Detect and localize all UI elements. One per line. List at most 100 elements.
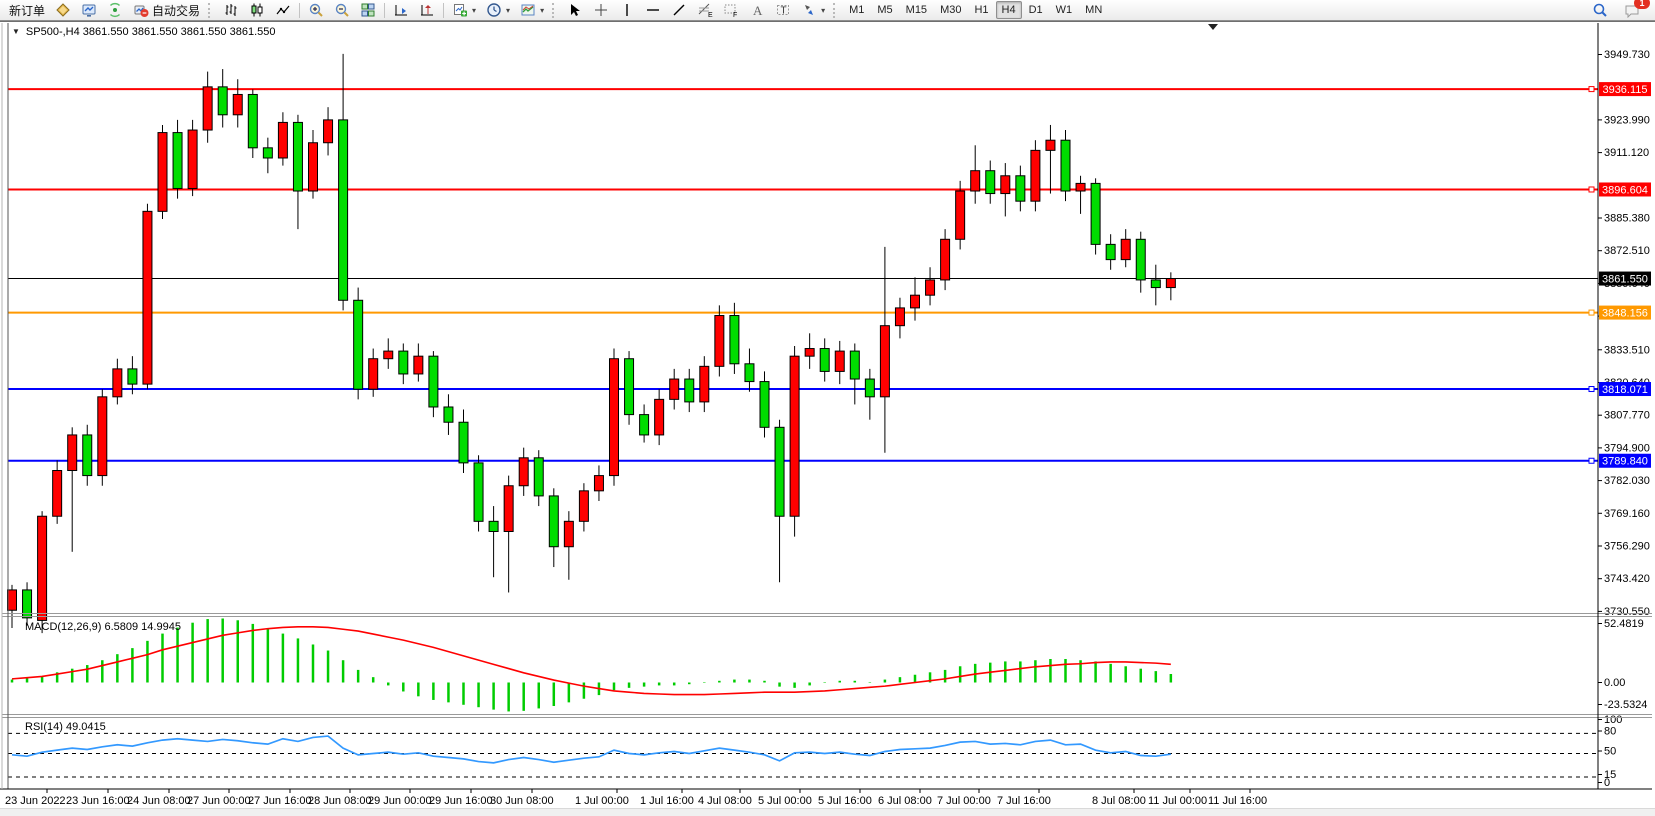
candle	[985, 170, 996, 195]
candle	[879, 325, 890, 398]
candle	[383, 350, 394, 360]
search-button[interactable]	[1587, 0, 1613, 20]
candle	[774, 426, 785, 517]
clock-icon	[487, 3, 501, 17]
main-toolbar: 新订单 自动交易	[0, 0, 1655, 21]
candle	[67, 434, 78, 472]
text-button[interactable]: A	[744, 0, 770, 20]
fibonacci-icon: E	[698, 3, 713, 18]
diamond-icon	[56, 3, 70, 17]
cursor-button[interactable]	[562, 0, 588, 20]
time-axis-label: 1 Jul 00:00	[575, 795, 629, 807]
terminal-icon	[82, 4, 96, 17]
candle	[849, 350, 860, 380]
zoom-out-button[interactable]	[329, 0, 355, 20]
timeframe-button-d1[interactable]: D1	[1028, 4, 1043, 16]
candle	[292, 121, 303, 192]
price-badge	[1599, 305, 1651, 320]
line-chart-mode-button[interactable]	[270, 0, 296, 20]
price-badge	[1599, 271, 1651, 286]
timeframe-button-w1[interactable]: W1	[1055, 4, 1073, 16]
svg-text:-23.5324: -23.5324	[1604, 699, 1647, 711]
candle	[1000, 175, 1011, 195]
price-chart[interactable]: 3949.730 3923.990 3911.120 3885.380 3872.510…	[0, 22, 1655, 809]
time-axis-label: 7 Jul 00:00	[937, 795, 991, 807]
candle	[955, 190, 966, 240]
candle	[518, 457, 529, 487]
candle	[563, 520, 574, 548]
svg-text:3872.510: 3872.510	[1604, 245, 1650, 257]
candle	[368, 358, 379, 390]
svg-text:3818.071: 3818.071	[1602, 384, 1648, 396]
toolbar-separator	[443, 2, 445, 18]
arrows-button[interactable]: ▾	[796, 0, 830, 20]
shapes-button[interactable]: F	[718, 0, 744, 20]
price-badge	[1599, 82, 1651, 97]
periods-button[interactable]: ▾	[481, 0, 515, 20]
timeframe-button-h1[interactable]: H1	[974, 4, 989, 16]
text-label-button[interactable]: T	[770, 0, 796, 20]
chart-shift-button[interactable]	[414, 0, 440, 20]
candle	[82, 434, 93, 477]
price-badges: 3936.115 3896.604 3861.550 3848.156 3818.071…	[1588, 82, 1651, 468]
market-watch-button[interactable]	[76, 0, 102, 20]
search-icon	[1593, 3, 1607, 17]
arrows-icon	[805, 5, 814, 15]
collapse-triangle-icon[interactable]: ▼	[12, 27, 20, 36]
time-axis-label: 23 Jun 16:00	[66, 795, 130, 807]
tile-windows-button[interactable]	[355, 0, 381, 20]
templates-button[interactable]: ▾	[515, 0, 549, 20]
macd-signal-line	[11, 626, 1171, 696]
signals-button[interactable]	[102, 0, 128, 20]
candlestick-icon	[251, 3, 263, 17]
candle	[232, 93, 243, 116]
time-axis-label: 29 Jun 00:00	[368, 795, 432, 807]
timeframe-button-m15[interactable]: M15	[905, 4, 928, 16]
chart-shift-marker-icon	[1208, 24, 1218, 30]
bar-chart-mode-button[interactable]	[218, 0, 244, 20]
candlestick-mode-button[interactable]	[244, 0, 270, 20]
text-label-icon: T	[777, 5, 790, 17]
chart-title: ▼ SP500-,H4 3861.550 3861.550 3861.550 38…	[12, 26, 275, 38]
bar-chart-icon	[225, 4, 237, 16]
crosshair-button[interactable]	[588, 0, 614, 20]
time-axis-label: 8 Jul 08:00	[1092, 795, 1146, 807]
metaquotes-button[interactable]	[50, 0, 76, 20]
candle	[247, 93, 258, 149]
svg-text:3807.770: 3807.770	[1604, 410, 1650, 422]
svg-text:F: F	[733, 12, 737, 18]
svg-text:3743.420: 3743.420	[1604, 573, 1650, 585]
candle	[804, 348, 815, 357]
timeframe-button-m30[interactable]: M30	[940, 4, 962, 16]
vertical-line-button[interactable]	[614, 0, 640, 20]
candle	[22, 589, 33, 619]
new-order-button[interactable]: 新订单	[4, 0, 50, 20]
chat-button[interactable]: 1	[1619, 0, 1650, 20]
time-axis-label: 11 Jul 16:00	[1208, 795, 1267, 807]
auto-trading-button[interactable]: 自动交易	[128, 0, 205, 20]
trendline-icon	[673, 4, 685, 16]
zoom-in-button[interactable]	[303, 0, 329, 20]
candle	[1165, 278, 1176, 289]
timeframe-button-mn[interactable]: MN	[1085, 4, 1103, 16]
toolbar-grip	[552, 2, 559, 18]
timeframe-button-m1[interactable]: M1	[849, 4, 865, 16]
toolbar-separator	[384, 2, 386, 18]
svg-text:3911.120: 3911.120	[1604, 147, 1649, 159]
trendline-button[interactable]	[666, 0, 692, 20]
candle	[864, 378, 875, 398]
fibonacci-button[interactable]: E	[692, 0, 718, 20]
new-chart-button[interactable]: ▾	[447, 0, 481, 20]
candle	[910, 294, 920, 309]
price-badge	[1599, 453, 1651, 468]
auto-scroll-button[interactable]	[388, 0, 414, 20]
timeframe-button-h4[interactable]: H4	[995, 1, 1022, 19]
timeframe-button-m5[interactable]: M5	[877, 4, 893, 16]
candle	[894, 307, 905, 327]
svg-text:3949.730: 3949.730	[1604, 49, 1650, 61]
candle	[819, 348, 830, 372]
time-axis-label: 7 Jul 16:00	[997, 795, 1051, 807]
horizontal-line-button[interactable]	[640, 0, 666, 20]
